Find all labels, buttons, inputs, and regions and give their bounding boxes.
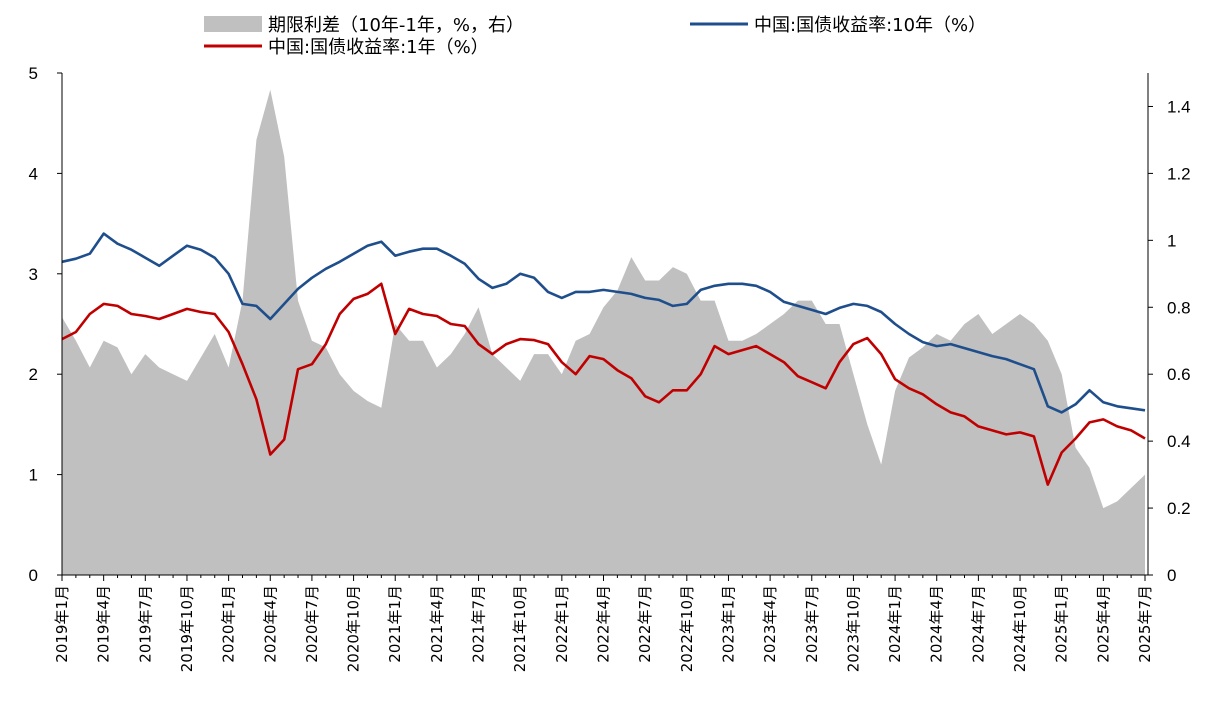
x-tick-label: 2020年7月 (303, 585, 321, 663)
x-tick-label: 2022年4月 (595, 585, 613, 663)
x-tick-label: 2022年7月 (636, 585, 654, 663)
x-tick-label: 2024年4月 (928, 585, 946, 663)
y-right-tick-label: 0.8 (1167, 298, 1191, 317)
line-series-1y (61, 282, 1146, 486)
x-tick-label: 2024年1月 (886, 585, 904, 663)
y-right-tick-label: 0.6 (1167, 365, 1191, 384)
y-left-tick-label: 4 (29, 164, 38, 183)
x-tick-label: 2025年4月 (1094, 585, 1112, 663)
x-tick-label: 2019年1月 (53, 585, 71, 663)
y-left-tick-label: 3 (29, 265, 38, 284)
y-left-tick-label: 1 (29, 466, 38, 485)
y-left-tick-label: 0 (29, 566, 38, 585)
x-tick-label: 2022年10月 (678, 585, 696, 672)
x-tick-label: 2022年1月 (553, 585, 571, 663)
legend-label-10y: 中国:国债收益率:10年（%） (754, 15, 986, 36)
y-right-tick-label: 0 (1167, 566, 1176, 585)
legend-label-1y: 中国:国债收益率:1年（%） (268, 37, 489, 58)
y-left-tick-label: 5 (29, 64, 38, 83)
x-tick-label: 2021年7月 (470, 585, 488, 663)
x-tick-label: 2020年4月 (261, 585, 279, 663)
x-tick-label: 2025年1月 (1053, 585, 1071, 663)
x-tick-label: 2023年1月 (720, 585, 738, 663)
x-tick-label: 2024年10月 (1011, 585, 1029, 672)
y-left-tick-label: 2 (29, 365, 38, 384)
y-right-tick-label: 1.2 (1167, 164, 1191, 183)
y-right-tick-label: 0.2 (1167, 499, 1191, 518)
x-tick-label: 2023年10月 (844, 585, 862, 672)
y-right-tick-label: 1.4 (1167, 97, 1191, 116)
x-tick-label: 2020年10月 (345, 585, 363, 672)
x-tick-label: 2023年4月 (761, 585, 779, 663)
legend-label-spread: 期限利差（10年-1年，%，右） (268, 15, 524, 36)
y-right-tick-label: 0.4 (1167, 432, 1191, 451)
x-tick-label: 2024年7月 (969, 585, 987, 663)
x-tick-label: 2021年4月 (428, 585, 446, 663)
axes-layer: 0 1 2 3 4 5 0 0.2 0.4 0.6 0.8 1 1.2 1.4 2019年1月 2019年4月… (29, 64, 1191, 672)
x-tick-label: 2019年7月 (136, 585, 154, 663)
legend-swatch-spread (204, 16, 262, 32)
line-series-10y (61, 232, 1146, 414)
x-tick-label: 2023年7月 (803, 585, 821, 663)
x-tick-label: 2019年4月 (95, 585, 113, 663)
x-tick-label: 2020年1月 (220, 585, 238, 663)
spread-area-layer (62, 89, 1145, 575)
x-tick-label: 2021年1月 (386, 585, 404, 663)
legend: 期限利差（10年-1年，%，右） 中国:国债收益率:10年（%） 中国:国债收益… (204, 15, 986, 58)
area-series-spread (62, 89, 1145, 575)
x-tick-label: 2019年10月 (178, 585, 196, 672)
x-tick-label: 2021年10月 (511, 585, 529, 672)
x-tick-label: 2025年7月 (1136, 585, 1154, 663)
y-right-tick-label: 1 (1167, 231, 1176, 250)
yield-lines-layer (61, 232, 1146, 486)
